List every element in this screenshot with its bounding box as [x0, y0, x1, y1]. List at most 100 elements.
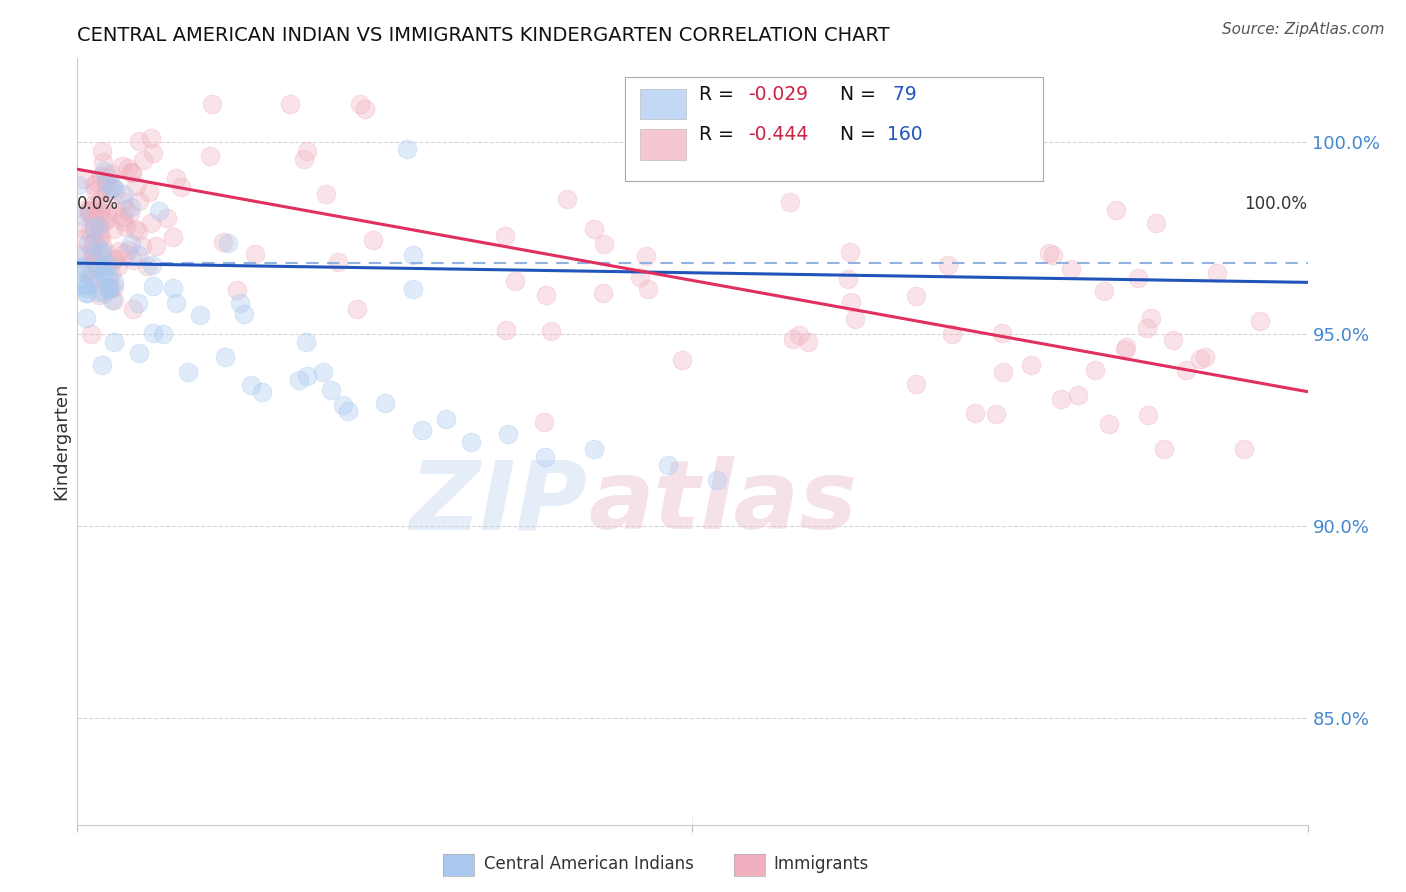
- Point: [131, 239, 153, 253]
- Point: [111, 187, 134, 202]
- Text: ZIP: ZIP: [411, 457, 588, 549]
- Point: [583, 442, 606, 457]
- Point: [83, 178, 105, 193]
- Point: [72, 277, 94, 291]
- Point: [165, 170, 187, 185]
- Point: [165, 296, 187, 310]
- Point: [337, 404, 360, 418]
- Point: [436, 411, 458, 425]
- Point: [89, 193, 111, 207]
- Point: [1153, 442, 1175, 457]
- Point: [138, 185, 160, 199]
- Point: [288, 373, 311, 387]
- FancyBboxPatch shape: [640, 88, 686, 120]
- Point: [86, 260, 108, 275]
- Point: [326, 255, 349, 269]
- Text: Immigrants: Immigrants: [773, 855, 869, 873]
- Point: [104, 203, 127, 218]
- Point: [86, 184, 108, 198]
- Point: [1092, 284, 1115, 298]
- Point: [200, 149, 222, 163]
- Point: [75, 285, 97, 300]
- Point: [93, 154, 115, 169]
- Point: [145, 238, 167, 252]
- Point: [1019, 358, 1042, 372]
- Point: [346, 302, 368, 317]
- Point: [1144, 216, 1167, 230]
- Point: [782, 332, 804, 346]
- Point: [72, 251, 94, 265]
- Text: R =: R =: [699, 85, 740, 103]
- Point: [73, 277, 96, 292]
- Point: [1175, 363, 1198, 377]
- Point: [142, 279, 165, 293]
- Point: [294, 335, 316, 350]
- Point: [84, 271, 107, 285]
- Point: [86, 238, 108, 252]
- Point: [114, 246, 136, 260]
- Point: [628, 270, 651, 285]
- Point: [540, 324, 562, 338]
- Point: [374, 396, 396, 410]
- Point: [82, 237, 104, 252]
- Point: [73, 265, 96, 279]
- Point: [636, 249, 658, 263]
- Point: [75, 310, 97, 325]
- Point: [89, 261, 111, 276]
- Point: [637, 282, 659, 296]
- Point: [1066, 388, 1088, 402]
- Point: [534, 450, 557, 464]
- Point: [80, 271, 103, 285]
- Point: [353, 102, 375, 116]
- Point: [87, 209, 110, 223]
- Point: [101, 180, 124, 194]
- Point: [121, 301, 143, 316]
- Point: [94, 176, 117, 190]
- Point: [177, 366, 200, 380]
- Point: [89, 285, 111, 299]
- Point: [534, 287, 557, 301]
- Point: [91, 244, 114, 259]
- Point: [103, 293, 125, 307]
- Point: [96, 185, 118, 199]
- Point: [69, 209, 91, 223]
- Point: [83, 254, 105, 268]
- Point: [188, 308, 212, 322]
- Point: [593, 237, 616, 252]
- Point: [963, 405, 986, 419]
- Point: [132, 153, 155, 167]
- Point: [83, 221, 105, 235]
- Point: [91, 358, 114, 372]
- Point: [105, 183, 128, 197]
- Point: [112, 194, 135, 209]
- Point: [77, 278, 100, 293]
- Point: [70, 248, 93, 262]
- Point: [100, 167, 122, 181]
- Text: 79: 79: [887, 85, 917, 103]
- Point: [936, 258, 959, 272]
- Point: [250, 384, 273, 399]
- Point: [297, 144, 319, 158]
- Point: [844, 312, 866, 326]
- Point: [94, 176, 117, 190]
- Point: [1049, 392, 1071, 406]
- Point: [75, 280, 97, 294]
- Text: R =: R =: [699, 125, 740, 145]
- Text: 160: 160: [887, 125, 922, 145]
- Point: [77, 235, 100, 250]
- Point: [226, 283, 249, 297]
- Point: [217, 236, 239, 251]
- Point: [402, 282, 425, 296]
- Point: [90, 237, 112, 252]
- Point: [93, 164, 115, 178]
- Point: [496, 426, 519, 441]
- Point: [214, 350, 236, 364]
- Point: [1189, 352, 1212, 367]
- Point: [1206, 266, 1229, 280]
- Point: [494, 228, 516, 243]
- Point: [128, 194, 150, 209]
- Point: [460, 434, 482, 449]
- Point: [1194, 350, 1216, 364]
- Point: [941, 327, 963, 342]
- Point: [103, 334, 125, 349]
